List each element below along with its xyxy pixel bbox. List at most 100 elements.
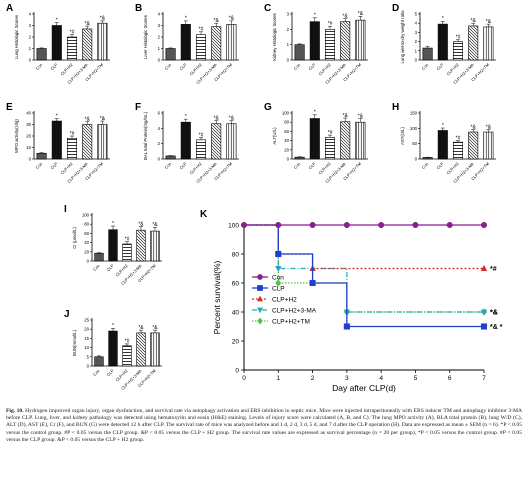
- y-tick-label: 20: [26, 134, 31, 139]
- caption-text: Hydrogen improved organ injury, organ dy…: [6, 408, 522, 443]
- bar: [94, 356, 104, 367]
- y-tick-label: 3: [287, 12, 290, 17]
- series-line: [244, 224, 484, 328]
- y-tick-label: 20: [284, 147, 289, 152]
- x-tick-label: CLP: [178, 62, 187, 71]
- significance-mark: *&: [100, 16, 106, 22]
- y-tick-label: 4: [415, 21, 418, 26]
- significance-mark: *&: [152, 222, 158, 228]
- significance-mark: *: [185, 114, 187, 120]
- x-tick-label: CLP: [307, 161, 316, 170]
- significance-mark: *&: [486, 124, 492, 130]
- y-tick-label: 60: [284, 129, 289, 134]
- panel-letter: C: [264, 3, 271, 14]
- significance-mark: *#: [328, 130, 333, 136]
- bar: [122, 243, 132, 262]
- panel-letter: I: [64, 204, 67, 215]
- bar: [422, 47, 433, 61]
- y-tick-label: 2: [415, 39, 418, 44]
- significance-mark: *: [185, 16, 187, 22]
- y-tick-label: 0: [87, 259, 90, 264]
- bar: [324, 29, 336, 61]
- bar: [97, 124, 108, 160]
- bar: [97, 22, 108, 61]
- y-tick-label: 80: [84, 222, 89, 227]
- x-tick-label: 7: [482, 375, 486, 382]
- data-point: [257, 285, 263, 291]
- y-tick-label: 50: [412, 141, 417, 146]
- x-tick-label: CLP: [307, 62, 316, 71]
- y-tick-label: 1: [287, 42, 290, 47]
- bar: [226, 123, 237, 160]
- y-tick-label: 60: [84, 231, 89, 236]
- y-tick-label: 10: [26, 145, 31, 150]
- bar: [136, 332, 146, 367]
- data-point: [378, 221, 385, 229]
- x-tick-label: Con: [35, 161, 44, 170]
- significance-mark: *& *: [490, 324, 503, 331]
- legend-label: CLP+H2: [272, 297, 297, 304]
- data-point: [275, 279, 282, 287]
- y-tick-label: 40: [232, 310, 240, 317]
- y-tick-label: 0: [158, 58, 161, 63]
- x-tick-label: Con: [92, 263, 101, 272]
- significance-mark: *: [56, 114, 58, 120]
- significance-mark: *&: [214, 115, 220, 121]
- bar: [51, 25, 62, 61]
- bar: [180, 121, 191, 160]
- x-tick-label: 2: [311, 375, 315, 382]
- legend-label: Con: [272, 275, 284, 282]
- significance-mark: *&: [486, 19, 492, 25]
- x-tick-label: 1: [276, 375, 280, 382]
- y-tick-label: 3: [29, 23, 32, 28]
- x-tick-label: CLP: [49, 62, 58, 71]
- data-point: [480, 264, 488, 271]
- y-axis-label: BAL total Protein(mg/mL): [143, 111, 148, 160]
- panel-letter: G: [264, 102, 272, 113]
- significance-mark: *: [442, 123, 444, 129]
- significance-mark: *: [112, 323, 114, 329]
- data-point: [257, 317, 263, 325]
- y-axis-label: BUN(mmol/L): [72, 329, 77, 356]
- y-tick-label: 6: [158, 111, 161, 116]
- bar: [211, 26, 222, 61]
- bar: [355, 19, 366, 61]
- y-tick-label: 5: [415, 12, 418, 17]
- significance-mark: *&: [358, 11, 364, 17]
- bar: [483, 26, 494, 61]
- x-tick-label: Con: [421, 161, 430, 170]
- series-clp-h2: *#: [244, 224, 497, 273]
- significance-mark: *#: [328, 21, 333, 27]
- panel-letter: H: [392, 102, 399, 113]
- y-axis-label: Cr (μmol/L): [72, 227, 77, 249]
- y-axis-label: MPO activity(U/g): [14, 119, 19, 153]
- bar: [340, 121, 351, 160]
- y-tick-label: 10: [84, 345, 89, 350]
- bar: [165, 155, 176, 160]
- series-con: [244, 221, 488, 229]
- significance-mark: *&: [138, 325, 144, 331]
- bar: [324, 137, 336, 160]
- x-tick-label: 5: [414, 375, 418, 382]
- bar: [180, 24, 191, 61]
- significance-mark: *&: [152, 325, 158, 331]
- significance-mark: *&: [214, 18, 220, 24]
- significance-mark: *#: [199, 27, 204, 33]
- y-tick-label: 0: [29, 58, 32, 63]
- data-point: [240, 221, 248, 229]
- significance-mark: *&: [138, 221, 144, 227]
- bar: [340, 21, 351, 61]
- significance-mark: *#: [70, 30, 75, 36]
- significance-mark: *&: [471, 124, 477, 130]
- bar: [437, 23, 448, 61]
- y-tick-label: 100: [82, 213, 90, 218]
- y-tick-label: 3: [415, 30, 418, 35]
- significance-mark: *&: [471, 18, 477, 24]
- bar: [195, 34, 207, 61]
- bar: [294, 156, 305, 160]
- legend-label: CLP+H2+3-MA: [272, 308, 317, 315]
